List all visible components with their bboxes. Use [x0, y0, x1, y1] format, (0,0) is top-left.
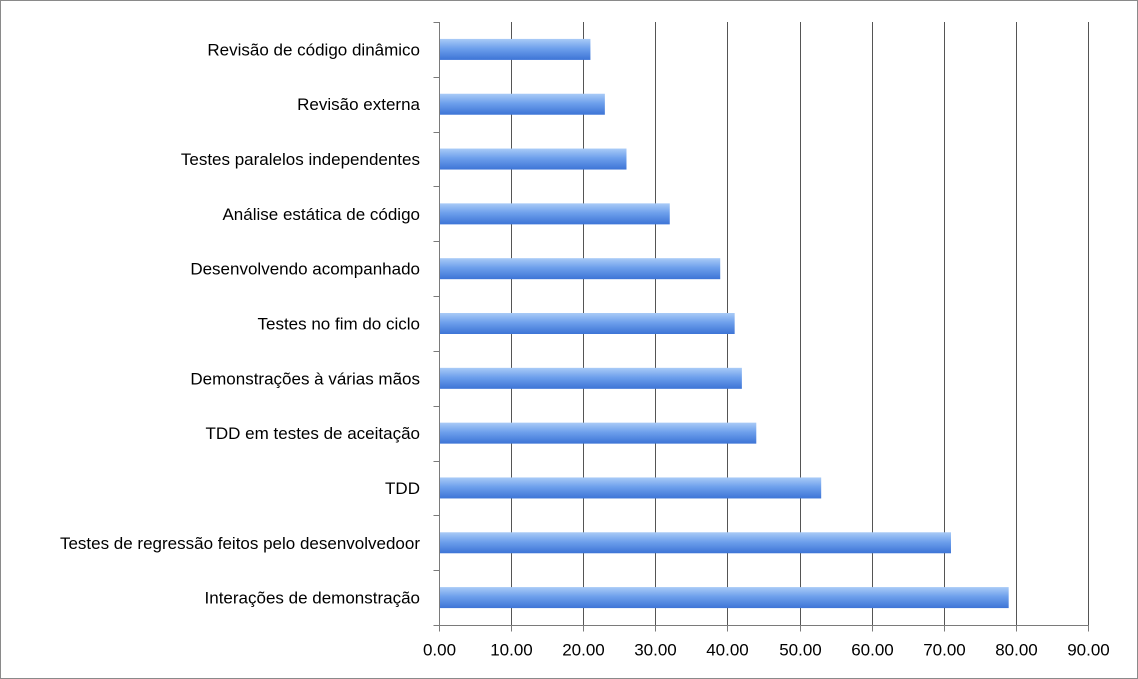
bar-6: [440, 367, 742, 389]
x-tick-label-5: 50.00: [779, 641, 822, 660]
x-tick-label-6: 60.00: [851, 641, 894, 660]
category-label-5: Testes no fim do ciclo: [257, 315, 420, 334]
x-tick-label-9: 90.00: [1067, 641, 1110, 660]
x-tick-label-1: 10.00: [490, 641, 533, 660]
bar-0: [440, 38, 591, 60]
bar-1: [440, 93, 605, 115]
gridlines: [511, 22, 1089, 625]
bar-10: [440, 587, 1009, 609]
category-label-9: Testes de regressão feitos pelo desenvol…: [60, 534, 420, 553]
bar-3: [440, 203, 670, 225]
category-labels: Revisão de código dinâmico Revisão extern…: [60, 40, 421, 607]
axes: [433, 22, 1089, 632]
x-tick-label-2: 20.00: [562, 641, 605, 660]
x-tick-label-4: 40.00: [706, 641, 749, 660]
category-label-7: TDD em testes de aceitação: [206, 424, 420, 443]
x-tick-label-3: 30.00: [634, 641, 677, 660]
bar-8: [440, 477, 822, 499]
category-label-8: TDD: [385, 479, 420, 498]
category-label-6: Demonstrações à várias mãos: [190, 369, 420, 388]
category-label-10: Interações de demonstração: [205, 589, 420, 608]
category-label-0: Revisão de código dinâmico: [207, 40, 420, 59]
bar-2: [440, 148, 627, 170]
bars: [440, 38, 1009, 609]
bar-4: [440, 258, 721, 280]
category-label-1: Revisão externa: [297, 95, 420, 114]
bar-7: [440, 422, 757, 444]
category-label-3: Análise estática de código: [222, 205, 420, 224]
category-label-4: Desenvolvendo acompanhado: [190, 260, 420, 279]
category-label-2: Testes paralelos independentes: [181, 150, 420, 169]
x-tick-label-8: 80.00: [995, 641, 1038, 660]
x-tick-labels: 0.00 10.00 20.00 30.00 40.00 50.00 60.00 70.00 8…: [423, 641, 1110, 660]
x-tick-label-0: 0.00: [423, 641, 456, 660]
x-tick-label-7: 70.00: [923, 641, 966, 660]
bar-5: [440, 313, 735, 334]
bar-9: [440, 532, 951, 554]
